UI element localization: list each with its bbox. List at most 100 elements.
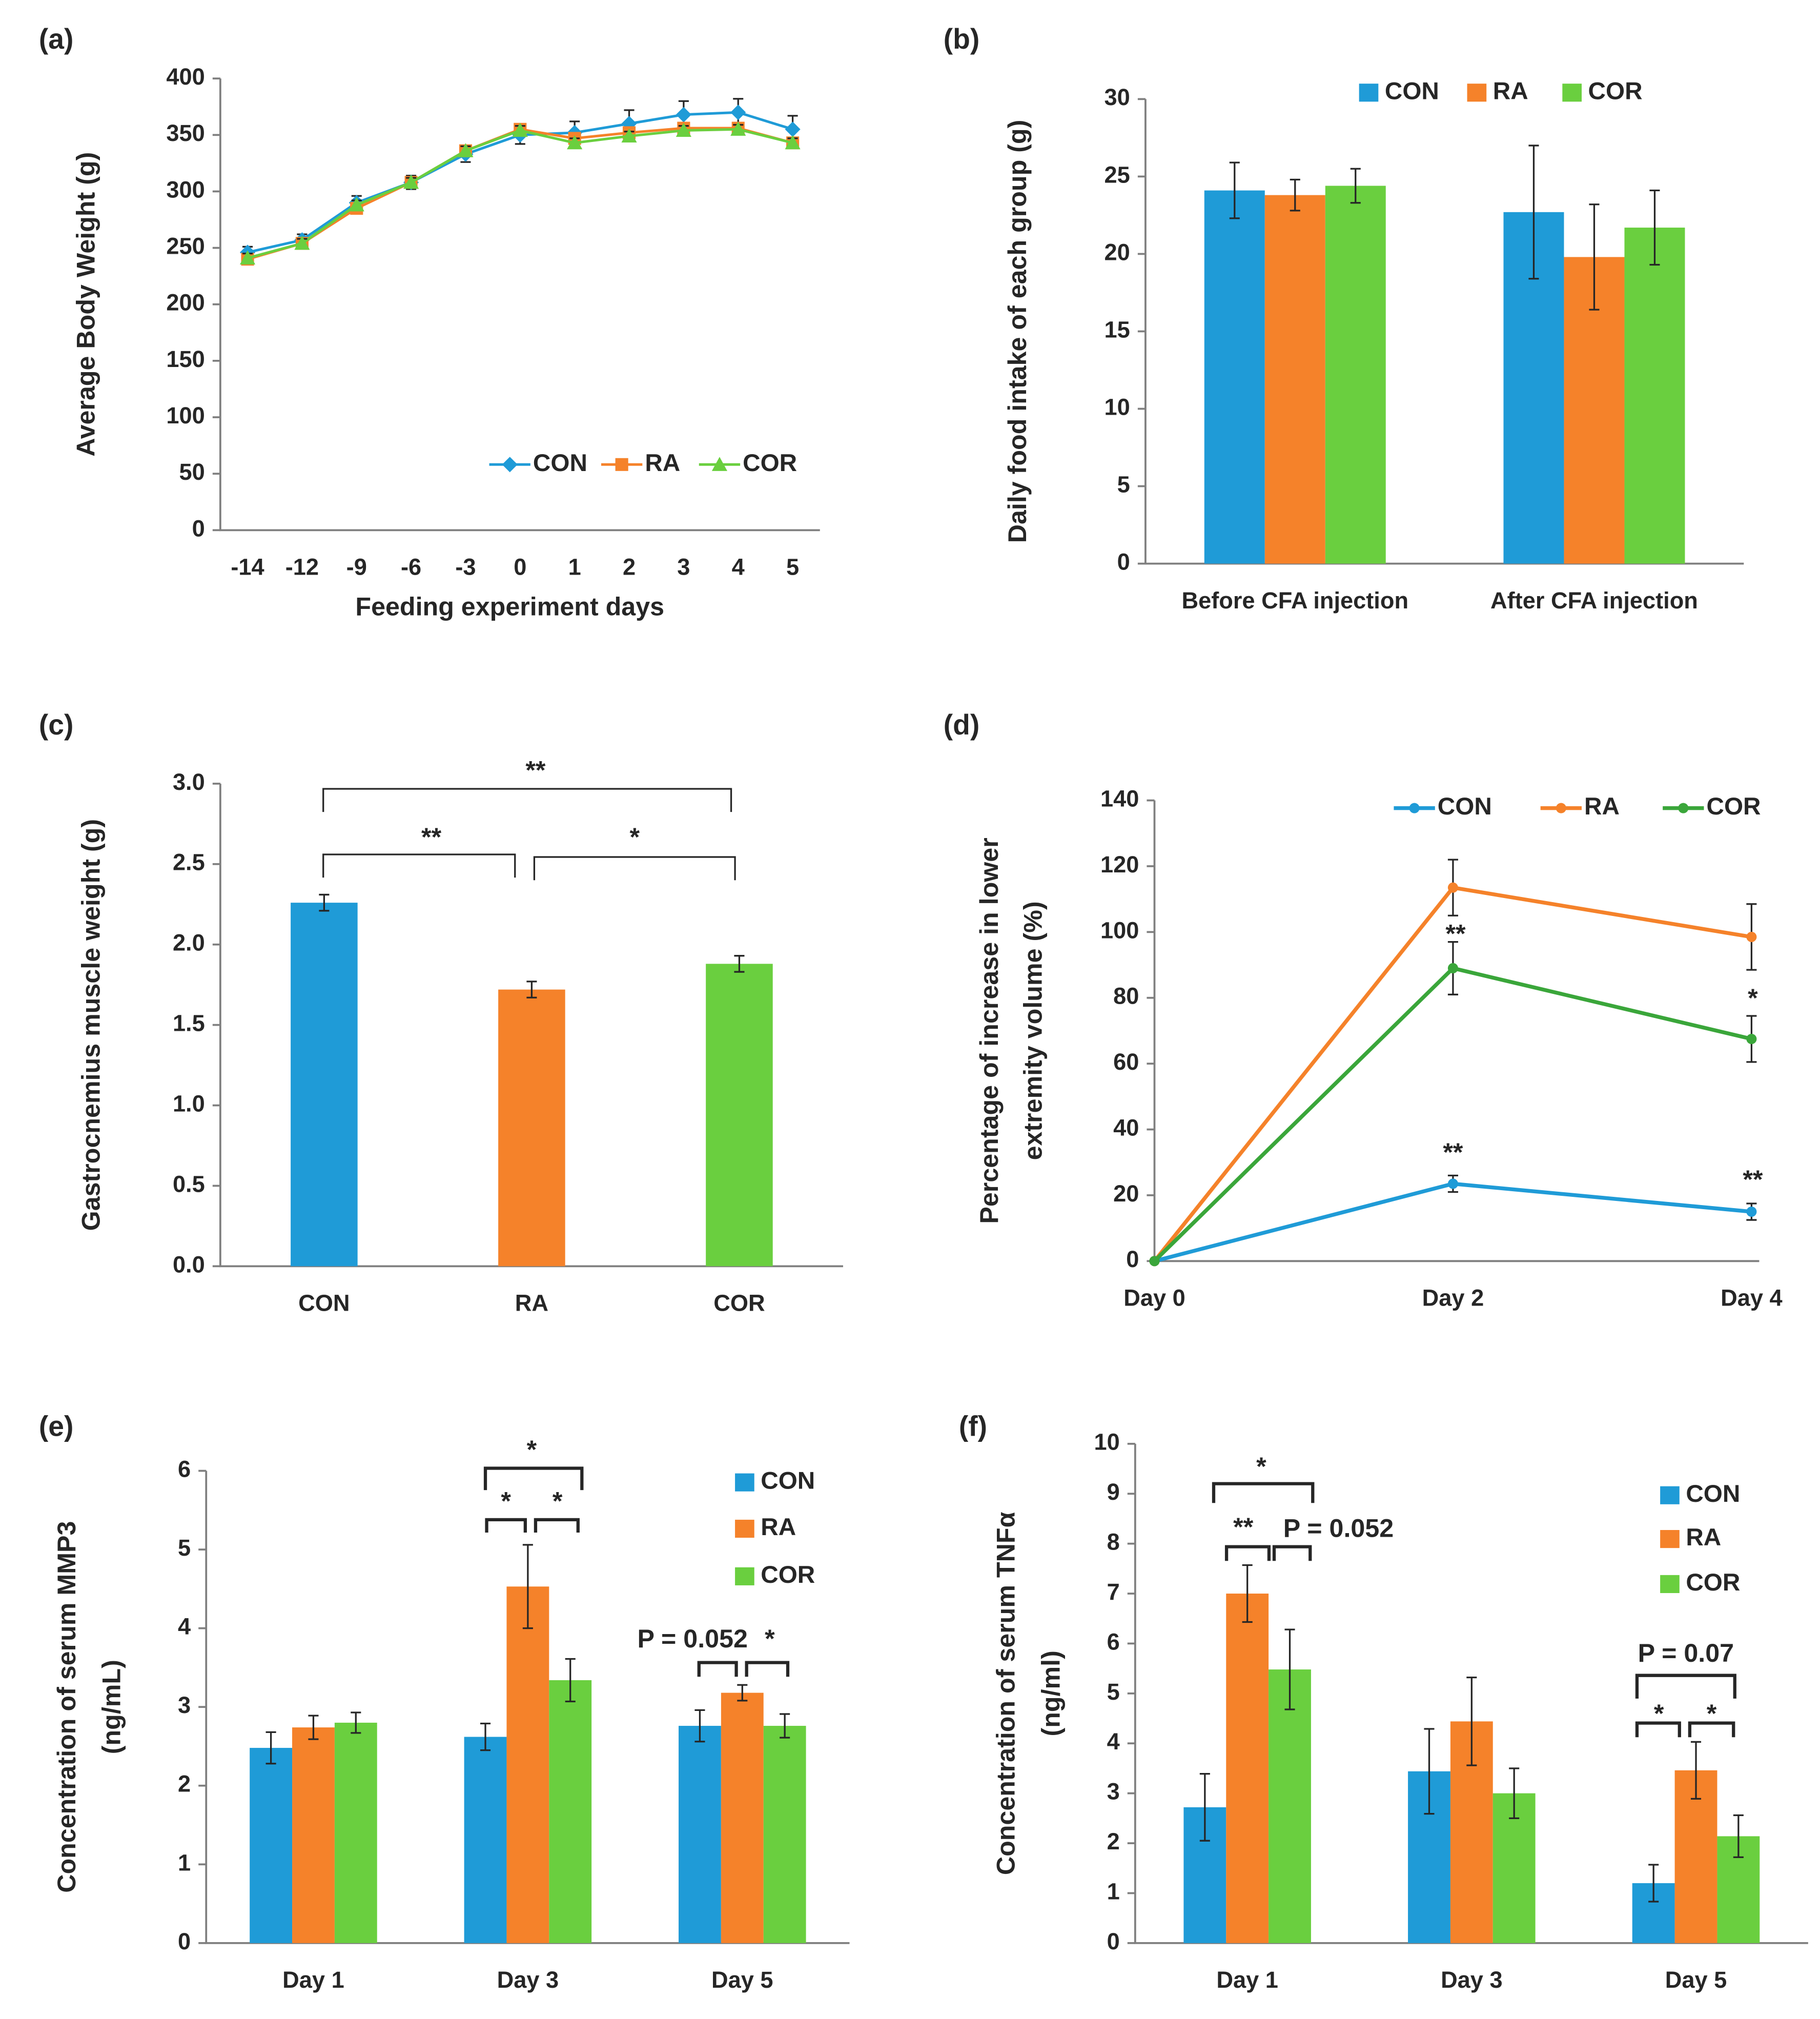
- marker: [512, 123, 528, 137]
- y-tick-label: 5: [178, 1535, 191, 1561]
- marker: [1746, 931, 1757, 943]
- y-tick-label: 10: [1105, 394, 1130, 420]
- marker: [1447, 882, 1458, 893]
- error-bar: [780, 1713, 790, 1739]
- error-bar: [526, 981, 537, 998]
- error-bar: [1528, 145, 1539, 280]
- x-tick-label: -3: [455, 554, 476, 580]
- y-tick-label: 300: [166, 176, 205, 202]
- bar: [1624, 228, 1685, 564]
- bar: [679, 1726, 721, 1943]
- y-tick-label: 1.5: [173, 1010, 205, 1036]
- y-tick-label: 1: [178, 1849, 191, 1875]
- bar: [291, 903, 358, 1267]
- bar: [334, 1722, 377, 1943]
- error-bar: [319, 893, 330, 912]
- error-bar: [694, 1709, 705, 1743]
- significance-label: *: [527, 1435, 537, 1464]
- significance-bracket: [533, 856, 736, 881]
- legend-swatch: [1562, 84, 1582, 102]
- error-bar: [1589, 203, 1600, 311]
- significance-label: **: [421, 823, 442, 851]
- error-bar: [1290, 178, 1300, 212]
- marker: [711, 457, 728, 471]
- marker: [403, 174, 419, 189]
- marker: [676, 107, 691, 123]
- marker: [785, 135, 801, 150]
- x-tick-label: Day 0: [1123, 1285, 1185, 1311]
- y-tick-label: 3: [1107, 1779, 1120, 1805]
- x-tick-label: After CFA injection: [1490, 587, 1698, 614]
- y-tick-label: 4: [178, 1614, 191, 1640]
- marker: [567, 135, 583, 150]
- significance-bracket: [485, 1518, 527, 1533]
- panel-label: (f): [959, 1410, 987, 1442]
- marker: [294, 235, 310, 250]
- y-axis-label: Percentage of increase in lower: [975, 838, 1004, 1223]
- significance-label: *: [1654, 1699, 1664, 1728]
- series-line: [247, 128, 793, 259]
- y-axis-label: (ng/mL): [97, 1660, 126, 1754]
- legend-swatch: [1359, 84, 1379, 102]
- significance-bracket: [483, 1466, 584, 1491]
- error-bar: [1648, 1864, 1659, 1903]
- y-tick-label: 0: [178, 1928, 191, 1954]
- legend-label: RA: [1493, 77, 1528, 105]
- legend-label: COR: [761, 1561, 815, 1588]
- series-line: [1153, 966, 1752, 1262]
- marker: [458, 143, 474, 157]
- bar: [1204, 190, 1265, 564]
- x-tick-label: Day 5: [711, 1967, 773, 1993]
- y-axis-label: Average Body Weight (g): [72, 152, 100, 457]
- y-tick-label: 2.5: [173, 849, 205, 875]
- y-tick-label: 2.0: [173, 930, 205, 956]
- y-tick-label: 0: [1107, 1928, 1120, 1954]
- panel-label: (d): [944, 709, 980, 741]
- y-tick-label: 30: [1105, 84, 1130, 110]
- x-tick-label: -6: [401, 554, 421, 580]
- x-tick-label: Day 3: [1441, 1967, 1503, 1993]
- y-axis-label: extremity volume (%): [1018, 901, 1047, 1160]
- x-tick-label: 1: [568, 554, 581, 580]
- y-tick-label: 100: [166, 402, 205, 429]
- y-tick-label: 80: [1113, 983, 1139, 1009]
- error-bar: [1733, 1814, 1744, 1858]
- y-axis-label: Gastrocnemius muscle weight (g): [77, 819, 106, 1231]
- error-bar: [351, 1711, 361, 1734]
- legend-label: CON: [1686, 1480, 1740, 1507]
- legend-label: RA: [761, 1514, 796, 1541]
- bar: [292, 1727, 335, 1943]
- marker: [1556, 803, 1566, 813]
- legend-swatch: [735, 1473, 754, 1492]
- error-bar: [1284, 1628, 1295, 1710]
- significance-bracket: [1272, 1545, 1312, 1561]
- y-tick-label: 200: [166, 290, 205, 316]
- y-tick-label: 6: [1107, 1628, 1120, 1655]
- y-tick-label: 25: [1105, 161, 1130, 188]
- y-tick-label: 20: [1113, 1180, 1139, 1207]
- x-tick-label: COR: [713, 1290, 765, 1316]
- error-bar: [1690, 1741, 1702, 1800]
- bar: [1264, 195, 1325, 564]
- y-axis-label: Concentration of serum TNFα: [992, 1512, 1020, 1875]
- significance-bracket: [322, 853, 516, 878]
- y-tick-label: 60: [1113, 1049, 1139, 1075]
- y-tick-label: 2: [1107, 1828, 1120, 1854]
- y-tick-label: 5: [1107, 1679, 1120, 1705]
- marker: [1678, 803, 1689, 813]
- legend-label: COR: [1707, 793, 1761, 820]
- legend-label: RA: [1584, 793, 1620, 820]
- legend-swatch: [1660, 1486, 1680, 1504]
- y-tick-label: 1: [1107, 1878, 1120, 1904]
- y-tick-label: 2: [178, 1771, 191, 1797]
- x-tick-label: 3: [677, 554, 690, 580]
- legend-swatch: [735, 1567, 754, 1585]
- legend-label: CON: [761, 1467, 815, 1495]
- error-bar: [308, 1715, 319, 1740]
- significance-label: P = 0.07: [1638, 1639, 1734, 1667]
- significance-bracket: [1688, 1721, 1735, 1738]
- x-tick-label: -14: [231, 554, 264, 580]
- y-tick-label: 50: [179, 459, 205, 485]
- significance-bracket: [1224, 1545, 1271, 1561]
- bar: [721, 1692, 764, 1943]
